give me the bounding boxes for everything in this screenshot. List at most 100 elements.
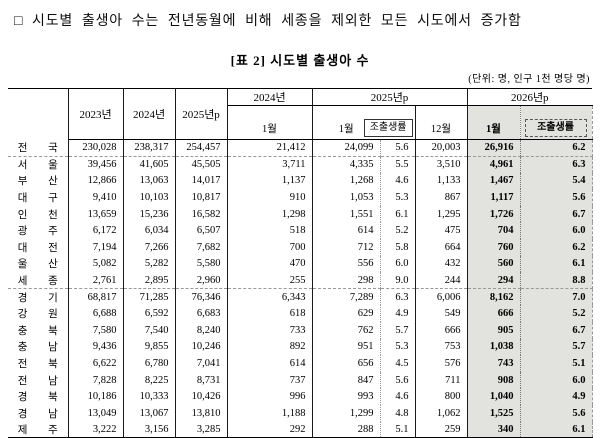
- cell-2025p: 6,683: [175, 305, 228, 323]
- table-row: 제 주 3,222 3,156 3,285 292 288 5.1 259 34…: [8, 421, 593, 438]
- cell-2024: 15,236: [123, 205, 176, 223]
- region-cell: 경 남: [8, 405, 69, 422]
- cell-2025p: 76,346: [175, 288, 228, 306]
- subheader-2026-jan: 1월: [467, 105, 521, 140]
- table-row: 광 주 6,172 6,034 6,507 518 614 5.2 475 70…: [8, 222, 593, 240]
- cell-2025-dec: 711: [415, 371, 468, 389]
- region-cell: 전 북: [8, 355, 69, 372]
- cell-2026-crude-rate: 8.8: [520, 272, 593, 290]
- cell-2026-crude-rate: 4.9: [520, 388, 593, 405]
- region-name: 경 북: [17, 392, 58, 404]
- cell-2025-crude-rate: 5.5: [380, 156, 416, 173]
- cell-2025-dec: 666: [415, 322, 468, 339]
- table-row: 경 남 13,049 13,067 13,810 1,188 1,299 4.8…: [8, 405, 593, 422]
- cell-2025p: 45,505: [175, 156, 228, 173]
- col-header-2023: 2023년: [68, 88, 124, 140]
- cell-2025-crude-rate: 5.1: [380, 421, 416, 438]
- cell-2025-crude-rate: 4.9: [380, 305, 416, 323]
- cell-2026-jan: 666: [467, 305, 521, 323]
- cell-2026-jan: 1,040: [467, 388, 521, 405]
- subheader-2025-dec: 12월: [415, 105, 468, 140]
- cell-2024: 71,285: [123, 288, 176, 306]
- cell-2025-crude-rate: 5.6: [380, 371, 416, 389]
- region-name: 전 북: [17, 359, 58, 371]
- cell-2025-jan: 629: [312, 305, 381, 323]
- region-cell: 강 원: [8, 305, 69, 323]
- cell-2025p: 8,240: [175, 322, 228, 339]
- cell-2026-jan: 4,961: [467, 156, 521, 173]
- cell-2025p: 16,582: [175, 205, 228, 223]
- cell-2023: 39,456: [68, 156, 124, 173]
- cell-2025-jan: 298: [312, 272, 381, 290]
- region-cell: 경 기: [8, 288, 69, 306]
- cell-2026-jan: 8,162: [467, 288, 521, 306]
- cell-2024-jan: 292: [227, 421, 313, 438]
- region-cell: 전 국: [8, 139, 69, 157]
- cell-2026-crude-rate: 5.7: [520, 338, 593, 356]
- region-name: 충 남: [17, 342, 58, 354]
- col-header-2024: 2024년: [123, 88, 176, 140]
- cell-2026-jan: 1,726: [467, 205, 521, 223]
- table-row: 충 북 7,580 7,540 8,240 733 762 5.7 666 90…: [8, 322, 593, 339]
- cell-2024: 7,266: [123, 239, 176, 256]
- region-name: 서 울: [17, 160, 58, 172]
- region-name: 제 주: [17, 424, 58, 436]
- cell-2023: 230,028: [68, 139, 124, 157]
- cell-2026-jan: 294: [467, 272, 521, 290]
- cell-2025-jan: 7,289: [312, 288, 381, 306]
- cell-2025p: 3,285: [175, 421, 228, 438]
- region-name: 부 산: [17, 176, 58, 188]
- cell-2023: 6,622: [68, 355, 124, 372]
- region-cell: 경 북: [8, 388, 69, 405]
- cell-2024-jan: 737: [227, 371, 313, 389]
- cell-2026-crude-rate: 5.1: [520, 355, 593, 372]
- cell-2023: 6,688: [68, 305, 124, 323]
- cell-2025-jan: 614: [312, 222, 381, 240]
- cell-2024-jan: 700: [227, 239, 313, 256]
- cell-2023: 10,186: [68, 388, 124, 405]
- cell-2024: 6,780: [123, 355, 176, 372]
- cell-2023: 13,049: [68, 405, 124, 422]
- cell-2026-jan: 743: [467, 355, 521, 372]
- cell-2025-jan: 712: [312, 239, 381, 256]
- summary-statement: □ 시도별 출생아 수는 전년동월에 비해 세종을 제외한 모든 시도에서 증가…: [14, 14, 522, 29]
- region-name: 인 천: [17, 209, 58, 221]
- cell-2024-jan: 470: [227, 255, 313, 273]
- region-cell: 세 종: [8, 272, 69, 290]
- region-name: 전 국: [17, 143, 58, 155]
- cell-2025-jan: 556: [312, 255, 381, 273]
- cell-2023: 7,828: [68, 371, 124, 389]
- table-row: 강 원 6,688 6,592 6,683 618 629 4.9 549 66…: [8, 305, 593, 323]
- region-name: 대 구: [17, 193, 58, 205]
- cell-2026-jan: 1,117: [467, 189, 521, 206]
- cell-2025-dec: 753: [415, 338, 468, 356]
- region-cell: 충 남: [8, 338, 69, 356]
- cell-2024: 6,592: [123, 305, 176, 323]
- group-header-2025p: 2025년p: [312, 88, 468, 106]
- region-cell: 울 산: [8, 255, 69, 273]
- cell-2025p: 2,960: [175, 272, 228, 290]
- births-by-region-table: 2023년 2024년 2025년p 2024년 2025년p 2026년p 1…: [8, 88, 593, 438]
- table-row: 경 북 10,186 10,333 10,426 996 993 4.6 800…: [8, 388, 593, 405]
- table-row: 대 전 7,194 7,266 7,682 700 712 5.8 664 76…: [8, 239, 593, 256]
- cell-2025-dec: 664: [415, 239, 468, 256]
- cell-2026-crude-rate: 5.6: [520, 189, 593, 206]
- cell-2025-jan: 4,335: [312, 156, 381, 173]
- cell-2026-crude-rate: 6.3: [520, 156, 593, 173]
- subheader-2026-crude-rate: 조출생률: [520, 105, 593, 140]
- cell-2023: 5,082: [68, 255, 124, 273]
- cell-2025p: 8,731: [175, 371, 228, 389]
- cell-2023: 13,659: [68, 205, 124, 223]
- table-row: 인 천 13,659 15,236 16,582 1,298 1,551 6.1…: [8, 205, 593, 223]
- cell-2026-crude-rate: 6.0: [520, 371, 593, 389]
- table-row: 서 울 39,456 41,605 45,505 3,711 4,335 5.5…: [8, 156, 593, 173]
- cell-2026-crude-rate: 6.1: [520, 255, 593, 273]
- cell-2025-dec: 1,062: [415, 405, 468, 422]
- cell-2026-jan: 26,916: [467, 139, 521, 157]
- cell-2026-crude-rate: 6.7: [520, 322, 593, 339]
- group-header-2024: 2024년: [227, 88, 313, 106]
- cell-2025-crude-rate: 4.8: [380, 405, 416, 422]
- cell-2026-jan: 760: [467, 239, 521, 256]
- table-body: 전 국 230,028 238,317 254,457 21,412 24,09…: [8, 139, 593, 438]
- cell-2024-jan: 614: [227, 355, 313, 372]
